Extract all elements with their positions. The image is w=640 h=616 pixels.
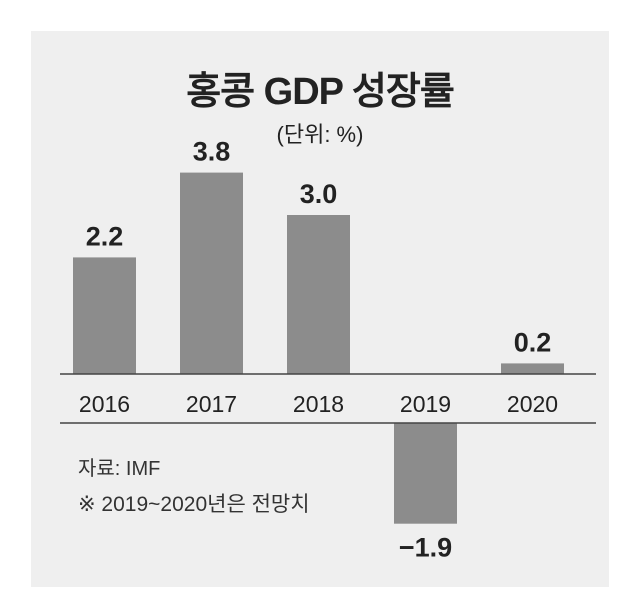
chart-title: 홍콩 GDP 성장률 <box>186 71 455 113</box>
tick-label-2018: 2018 <box>293 391 344 417</box>
tick-label-2019: 2019 <box>400 391 451 417</box>
tick-label-2016: 2016 <box>79 391 130 417</box>
value-label-2019: −1.9 <box>399 533 452 563</box>
bar-2017 <box>180 172 243 374</box>
value-label-2018: 3.0 <box>300 179 338 209</box>
value-label-2020: 0.2 <box>514 327 552 357</box>
bar-2019 <box>394 423 457 524</box>
bar-2018 <box>287 215 350 374</box>
value-label-2017: 3.8 <box>193 137 231 167</box>
unit-label: (단위: %) <box>276 122 364 147</box>
source-note: 자료: IMF <box>78 458 161 480</box>
value-label-2016: 2.2 <box>86 221 124 251</box>
tick-label-2017: 2017 <box>186 391 237 417</box>
forecast-footnote: ※ 2019~2020년은 전망치 <box>78 493 310 516</box>
bar-2016 <box>73 257 136 374</box>
tick-label-2020: 2020 <box>507 391 558 417</box>
bar-2020 <box>501 363 564 374</box>
